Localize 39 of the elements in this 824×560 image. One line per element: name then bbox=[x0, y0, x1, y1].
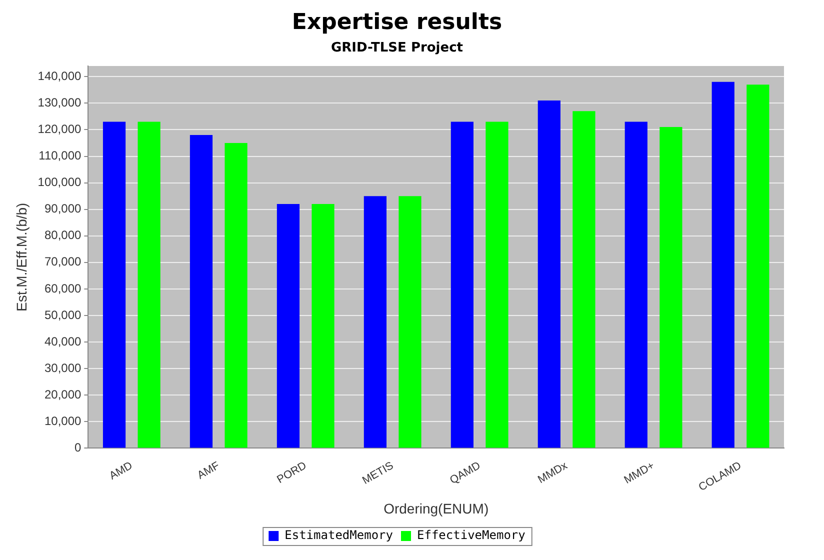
y-axis-title: Est.M./Eff.M.(b/b) bbox=[13, 202, 30, 312]
bar bbox=[712, 82, 734, 448]
bar bbox=[398, 196, 422, 448]
y-tick-label: 0 bbox=[74, 440, 82, 455]
y-tick-label: 20,000 bbox=[44, 387, 82, 402]
y-tick-label: 140,000 bbox=[38, 68, 82, 83]
bar bbox=[746, 84, 770, 448]
y-tick-label: 50,000 bbox=[44, 308, 82, 322]
bar bbox=[102, 122, 126, 448]
y-tick-label: 110,000 bbox=[38, 148, 82, 163]
y-tick-label: 40,000 bbox=[44, 334, 82, 348]
bar bbox=[450, 122, 474, 448]
legend-label: EffectiveMemory bbox=[417, 528, 526, 542]
y-tick-label: 130,000 bbox=[38, 95, 82, 110]
y-tick-label: 90,000 bbox=[44, 202, 82, 216]
x-tick-label: AMD bbox=[108, 460, 135, 482]
legend-label: EstimatedMemory bbox=[284, 528, 394, 542]
bar bbox=[660, 127, 682, 448]
y-tick-label: 120,000 bbox=[38, 122, 82, 136]
bar bbox=[486, 122, 508, 448]
bar bbox=[276, 204, 300, 448]
bar bbox=[224, 142, 248, 448]
y-tick-label: 60,000 bbox=[44, 281, 82, 296]
y-tick-label: 70,000 bbox=[44, 254, 82, 269]
y-tick-label: 10,000 bbox=[44, 414, 82, 428]
y-tick-label: 100,000 bbox=[38, 175, 82, 190]
x-axis-title: Ordering(ENUM) bbox=[384, 500, 489, 516]
bar bbox=[190, 135, 213, 448]
bar bbox=[312, 204, 334, 448]
x-tick-label: AMF bbox=[196, 460, 222, 482]
chart-subtitle: GRID-TLSE Project bbox=[330, 40, 464, 56]
bar bbox=[624, 122, 648, 448]
y-tick-label: 80,000 bbox=[44, 228, 82, 242]
y-tick-label: 30,000 bbox=[44, 360, 82, 375]
bar bbox=[538, 100, 560, 448]
bar bbox=[572, 111, 596, 448]
bar bbox=[364, 196, 387, 448]
chart-title: Expertise results bbox=[292, 10, 502, 35]
bar bbox=[138, 122, 160, 448]
